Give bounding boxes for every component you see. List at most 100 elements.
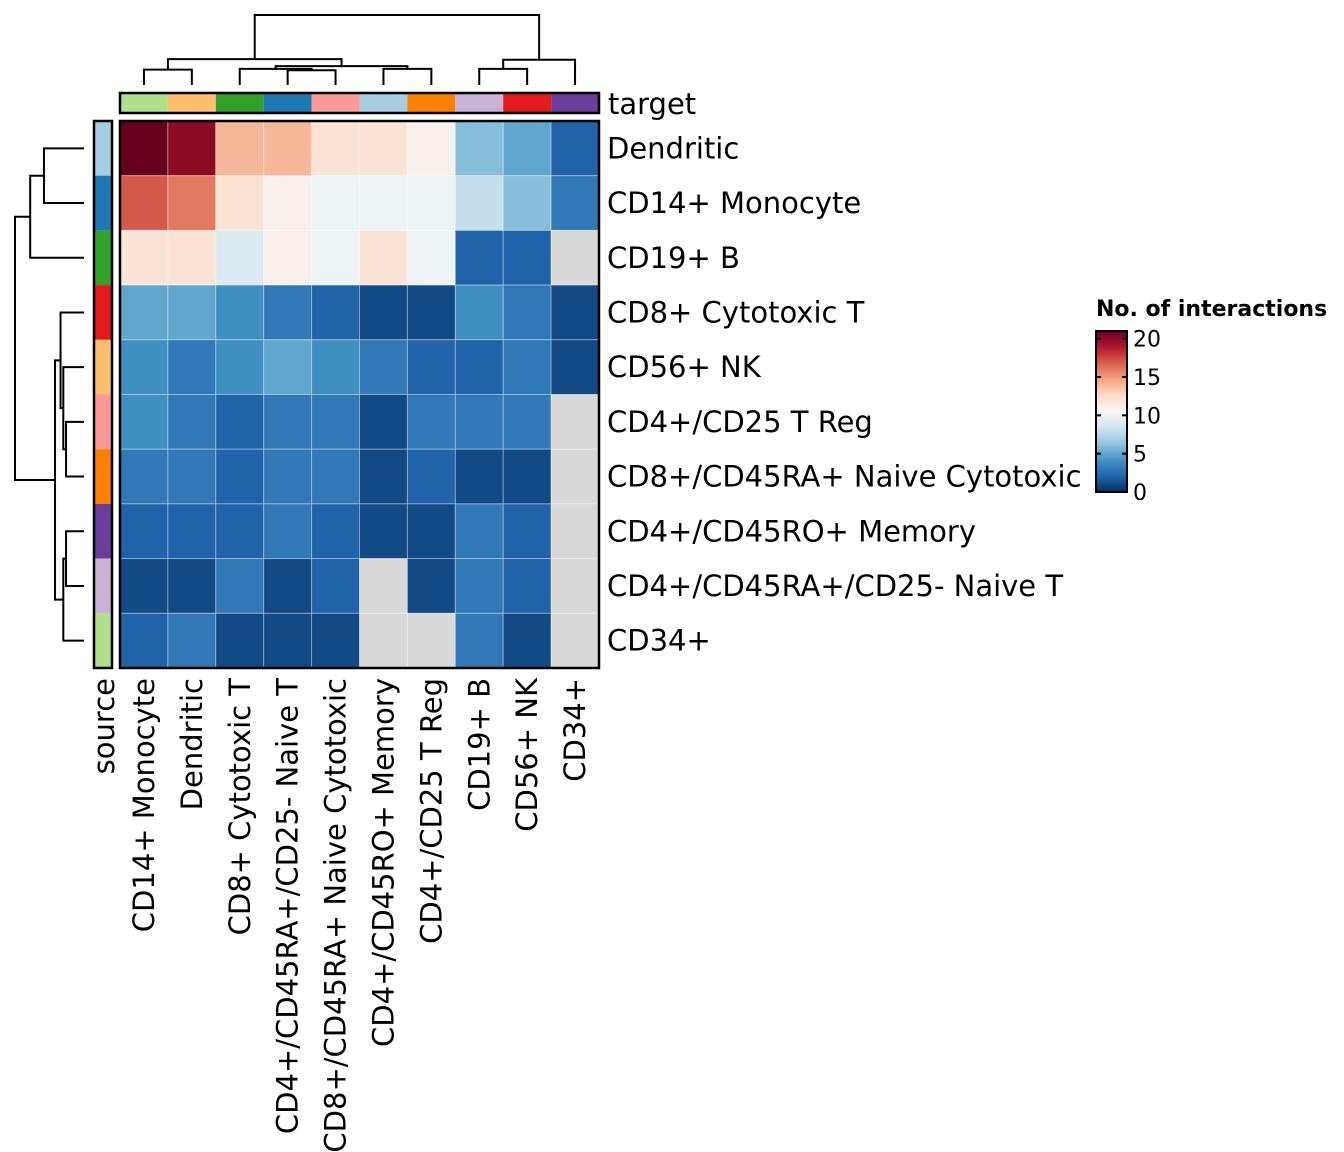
heatmap-cell [311,394,361,450]
heatmap-cell [167,229,217,286]
heatmap-cell [215,558,265,614]
heatmap-cell [359,175,408,231]
dendrogram-link [286,69,337,85]
source-annotation-cell [94,558,112,614]
heatmap-cell [406,394,456,450]
source-annotation-cell [94,613,112,668]
heatmap-cells [119,120,600,669]
heatmap-cell [454,175,504,231]
heatmap-cell [263,558,313,614]
source-annotation-cell [94,339,112,395]
column-label: CD4+/CD45RO+ Memory [366,678,400,1047]
heatmap-cell [311,503,361,560]
row-label: CD8+ Cytotoxic T [607,295,865,329]
target-annotation-cell [455,93,504,113]
heatmap-cell [502,284,552,341]
heatmap-cell [119,229,169,286]
heatmap-cell [359,284,408,341]
heatmap-cell [263,394,313,450]
heatmap-cell [406,284,456,341]
heatmap-cell [454,339,504,395]
heatmap-cell [454,120,504,177]
row-label: CD34+ [607,624,711,658]
row-label: CD14+ Monocyte [607,186,861,220]
heatmap-cell [502,612,552,669]
heatmap-cell [119,284,169,341]
dendrogram-link [14,215,56,481]
heatmap-cell [406,339,456,395]
heatmap-cell [550,558,600,614]
heatmap-cell [263,120,313,177]
heatmap-cell [550,612,600,669]
heatmap-cell [502,120,552,177]
heatmap-cell [550,229,600,286]
row-label: CD4+/CD25 T Reg [607,405,873,439]
heatmap-cell [454,612,504,669]
heatmap-cell [263,612,313,669]
colorbar-legend: No. of interactions 20 15 10 5 0 [1095,297,1327,506]
heatmap-cell [454,229,504,286]
target-annotation-cell [503,93,552,113]
heatmap-cell [502,394,552,450]
heatmap-cell [550,503,600,560]
source-annotation-cell [94,394,112,450]
heatmap-cell [263,175,313,231]
heatmap-cell [215,229,265,286]
target-annotation-cell [215,93,264,113]
dendrogram-link [382,67,433,85]
heatmap-cell [454,558,504,614]
heatmap-cell [215,612,265,669]
row-label: CD8+/CD45RA+ Naive Cytotoxic [607,460,1082,494]
heatmap-cell [311,339,361,395]
heatmap-cell [550,175,600,231]
row-label: CD4+/CD45RO+ Memory [607,514,976,548]
colorbar-tick-label: 10 [1133,404,1161,429]
heatmap-cell [263,503,313,560]
heatmap-border [118,119,601,670]
row-dendrogram [14,147,84,642]
heatmap-cell [359,394,408,450]
heatmap-cell [406,558,456,614]
target-annotation-border [118,91,601,115]
heatmap-cell [119,612,169,669]
heatmap-cell [311,284,361,341]
heatmap-cell [167,558,217,614]
heatmap-cell [454,448,504,505]
source-annotation-label: source [87,678,121,774]
heatmap-cell [406,120,456,177]
column-labels: CD14+ Monocyte Dendritic CD8+ Cytotoxic T C… [127,677,592,1152]
target-annotation-cell [551,93,599,113]
heatmap-cell [215,503,265,560]
row-label: CD19+ B [607,241,740,275]
heatmap-cell [167,612,217,669]
source-annotation-cell [94,230,112,286]
heatmap-cell [311,229,361,286]
heatmap-cell [119,503,169,560]
target-annotation-cell [167,93,216,113]
heatmap-cell [502,175,552,231]
dendrogram-link [54,359,64,601]
colorbar-ticks: 20 15 10 5 0 [1096,328,1161,506]
heatmap-cell [215,448,265,505]
heatmap-cell [215,394,265,450]
heatmap-cell [550,120,600,177]
target-annotation-label: target [608,87,696,121]
heatmap-cell [215,284,265,341]
heatmap-cell [263,284,313,341]
heatmap-cell [167,339,217,395]
dendrogram-link [29,174,84,259]
heatmap-cell [454,503,504,560]
target-annotation-cell [407,93,456,113]
heatmap-cell [311,175,361,231]
heatmap-cell [502,503,552,560]
row-label: CD4+/CD45RA+/CD25- Naive T [607,569,1063,603]
heatmap-cell [215,175,265,231]
heatmap-cell [359,558,408,614]
target-annotation-cell [263,93,312,113]
dendrogram-link [253,14,541,60]
heatmap-cell [550,448,600,505]
heatmap-cell [359,448,408,505]
row-labels: Dendritic CD14+ Monocyte CD19+ B CD8+ Cytot… [607,131,1082,657]
dendrogram-link [238,67,313,85]
heatmap-cell [119,448,169,505]
